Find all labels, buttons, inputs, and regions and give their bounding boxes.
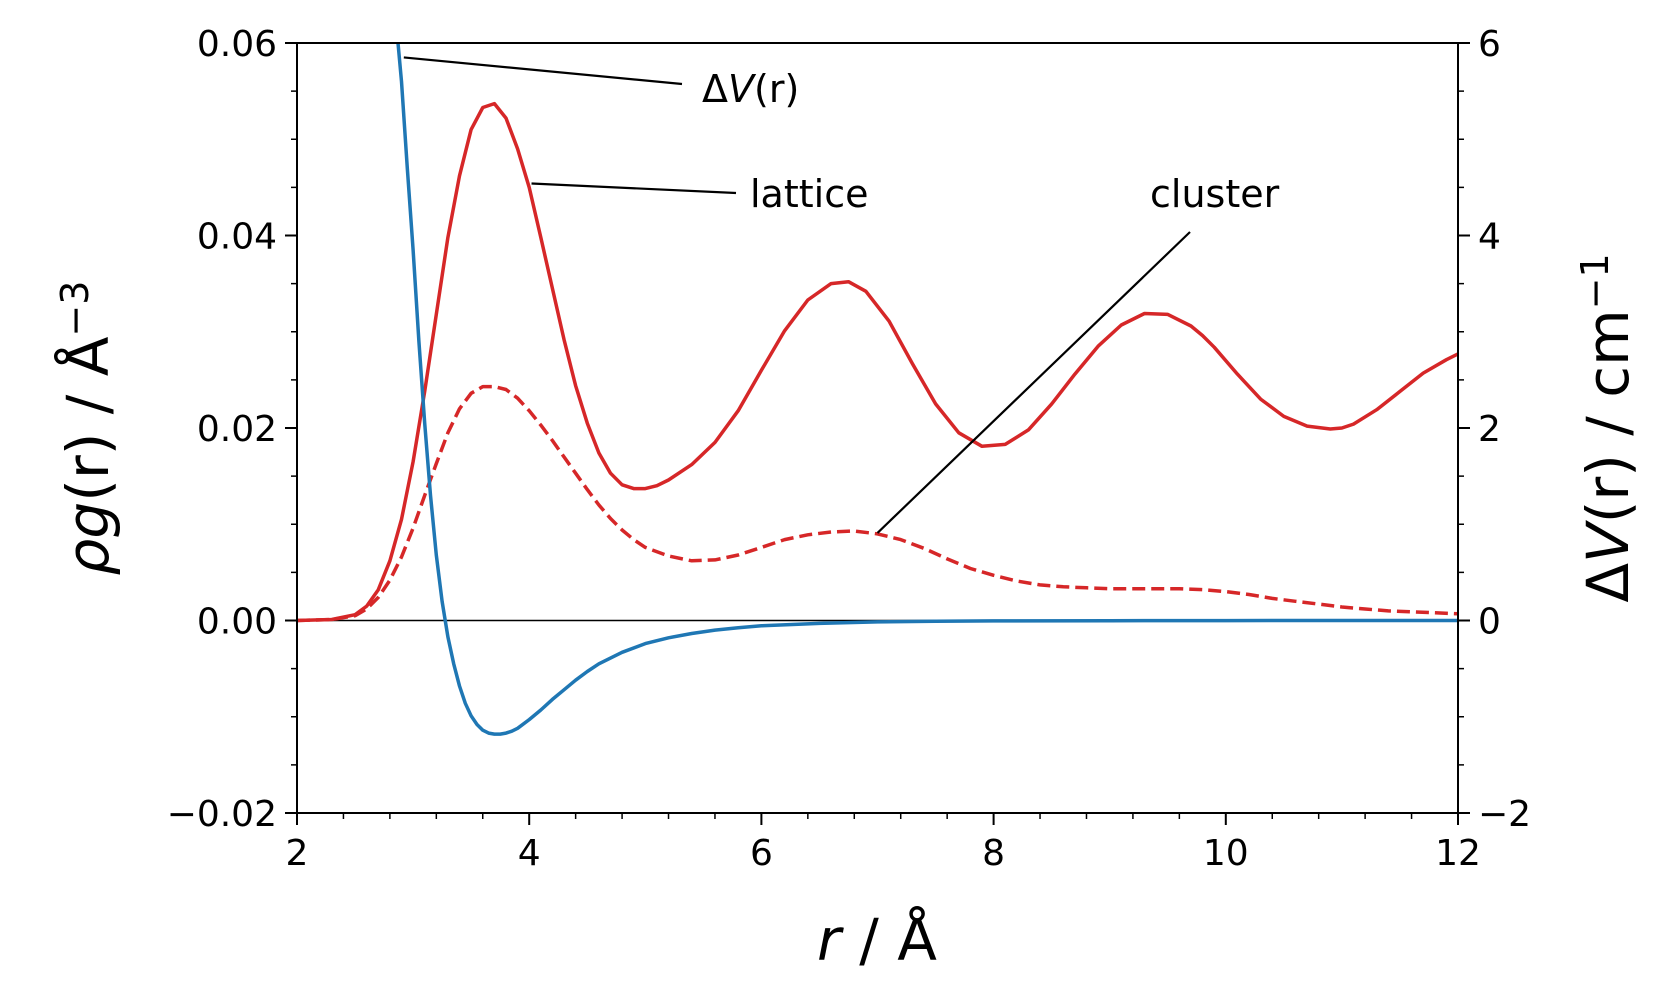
y-right-v: V <box>1574 519 1642 563</box>
annotation-cluster: cluster <box>1150 172 1280 216</box>
y-right-axis-title: ΔV(r) / cm−1 <box>1573 253 1642 602</box>
annotation-leader-line <box>531 182 737 195</box>
series-layer <box>297 43 1458 736</box>
y-right-tick-label: 2 <box>1478 409 1501 450</box>
y-right-tick-label: −2 <box>1478 794 1531 835</box>
x-axis-unit: / Å <box>841 905 937 974</box>
tick-label-layer: 2 4 6 8 10 12 −0.02 0.00 0.02 0.04 0.06 −2 0 2 4 6 <box>167 24 1531 874</box>
series-line-lattice <box>297 101 1458 623</box>
x-tick-label: 6 <box>750 833 773 874</box>
y-left-sup: −3 <box>53 281 97 337</box>
y-right-tick-label: 0 <box>1478 602 1501 643</box>
annotation-layer <box>403 56 1191 534</box>
y-left-tick-label: 0.02 <box>197 409 277 450</box>
y-left-tick-label: −0.02 <box>167 794 277 835</box>
y-left-g: g <box>54 502 122 539</box>
y-right-sup: −1 <box>1573 253 1617 309</box>
x-axis-var: r <box>817 906 844 974</box>
y-left-axis-title: ρg(r) / Å−3 <box>53 281 122 576</box>
y-left-rho: ρ <box>54 538 122 575</box>
annotation-delta-v: ΔV(r) <box>702 67 799 111</box>
y-right-unit: / cm <box>1574 309 1642 454</box>
y-left-tick-label: 0.06 <box>197 24 277 65</box>
x-tick-label: 2 <box>286 833 309 874</box>
x-tick-label: 4 <box>518 833 541 874</box>
y-left-tick-label: 0.00 <box>197 602 277 643</box>
annotation-delta-v-v: V <box>728 67 757 111</box>
x-axis-title: r / Å <box>817 905 937 974</box>
y-left-tick-label: 0.04 <box>197 217 277 258</box>
x-tick-label: 10 <box>1203 833 1249 874</box>
plot-frame <box>296 42 1459 814</box>
y-right-delta: Δ <box>1574 563 1642 603</box>
y-left-r: (r) <box>54 433 122 502</box>
annotation-leader-line <box>876 231 1191 534</box>
y-left-unit: / Å <box>53 336 122 432</box>
annotation-lattice: lattice <box>750 172 868 216</box>
x-tick-label: 8 <box>982 833 1005 874</box>
x-tick-label: 12 <box>1435 833 1481 874</box>
annotation-leader-line <box>403 56 683 86</box>
series-line-v-r <box>396 43 1458 736</box>
annotation-delta-v-delta: Δ <box>702 67 728 111</box>
annotation-delta-v-r: (r) <box>754 67 799 111</box>
series-line-cluster <box>297 384 1458 623</box>
y-right-tick-label: 6 <box>1478 24 1501 65</box>
y-right-r: (r) <box>1574 454 1642 523</box>
y-right-tick-label: 4 <box>1478 217 1501 258</box>
